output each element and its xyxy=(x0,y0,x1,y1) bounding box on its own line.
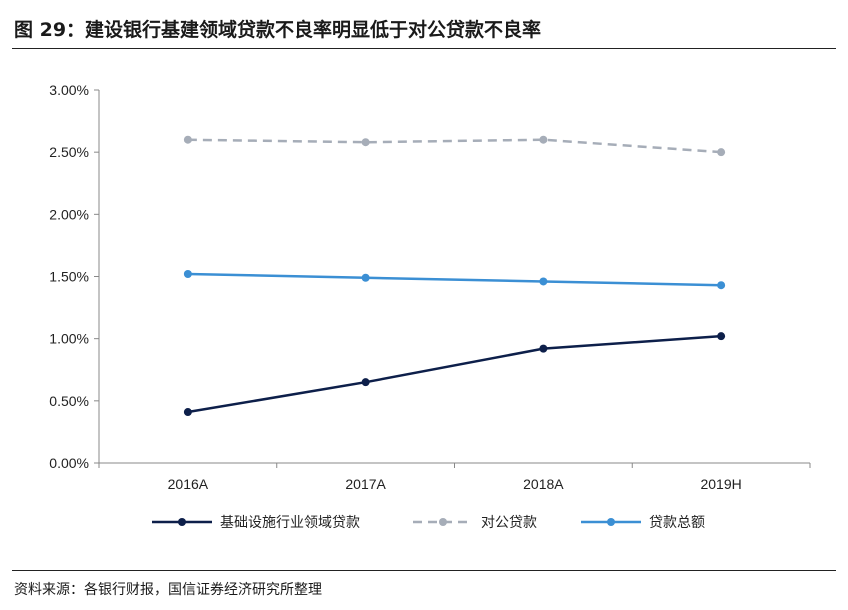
y-tick-label: 2.00% xyxy=(49,206,89,222)
x-tick-label: 2016A xyxy=(168,476,209,492)
data-point-series-1 xyxy=(539,344,548,353)
legend-label-1: 基础设施行业领域贷款 xyxy=(220,514,360,531)
legend-marker-3 xyxy=(607,518,615,526)
data-point-series-3 xyxy=(717,281,726,290)
figure-title: 图 29：建设银行基建领域贷款不良率明显低于对公贷款不良率 xyxy=(14,19,542,41)
data-point-series-3 xyxy=(361,273,370,282)
series-line-2 xyxy=(187,138,722,154)
data-point-series-3 xyxy=(539,277,548,286)
data-point-series-2 xyxy=(717,148,726,157)
legend-label-3: 贷款总额 xyxy=(649,515,705,531)
x-tick-label: 2018A xyxy=(523,476,564,492)
data-point-series-2 xyxy=(183,135,192,144)
x-tick-label: 2019H xyxy=(700,476,741,492)
source-note: 资料来源：各银行财报，国信证券经济研究所整理 xyxy=(14,582,322,598)
data-point-series-1 xyxy=(183,408,192,417)
y-tick-label: 0.50% xyxy=(49,393,89,409)
source-divider xyxy=(12,570,836,571)
data-point-series-1 xyxy=(717,332,726,341)
y-tick-label: 0.00% xyxy=(49,455,89,471)
x-tick-label: 2017A xyxy=(345,476,386,492)
y-tick-label: 1.50% xyxy=(49,269,89,285)
figure-title-bar: 图 29：建设银行基建领域贷款不良率明显低于对公贷款不良率 xyxy=(12,12,836,46)
series-line-1 xyxy=(187,334,722,414)
legend-label-2: 对公贷款 xyxy=(481,515,537,531)
data-point-series-2 xyxy=(539,135,548,144)
y-tick-label: 1.00% xyxy=(49,331,89,347)
y-tick-label: 3.00% xyxy=(49,82,89,98)
data-point-series-2 xyxy=(361,138,370,147)
line-chart: 0.00% 0.50% 1.00% 1.50% 2.00% 2.50% 3.00% 2016A… xyxy=(49,82,811,531)
y-tick-label: 2.50% xyxy=(49,144,89,160)
legend-marker-2 xyxy=(439,518,447,526)
data-point-series-3 xyxy=(183,270,192,279)
legend-marker-1 xyxy=(178,518,186,526)
title-divider xyxy=(12,48,836,49)
data-point-series-1 xyxy=(361,378,370,387)
series-line-3 xyxy=(187,272,722,287)
